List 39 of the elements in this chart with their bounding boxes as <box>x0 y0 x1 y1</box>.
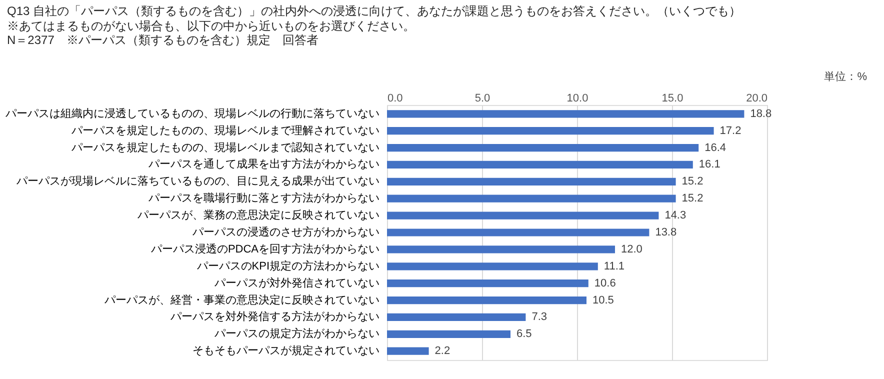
data-label: 14.3 <box>664 210 686 222</box>
data-label: 2.2 <box>434 345 450 358</box>
y-tick-label: パーパスの規定方法がわからない <box>214 327 380 340</box>
y-tick-label: パーパスのKPI規定の方法わからない <box>196 259 380 272</box>
y-tick-label: パーパスは組織内に浸透しているものの、現場レベルの行動に落ちていない <box>4 106 380 120</box>
y-tick-label: パーパスの浸透のさせ方がわからない <box>192 226 380 238</box>
y-tick-label: パーパスを規定したものの、現場レベルまで認知されていない <box>70 140 380 154</box>
data-label: 16.4 <box>704 142 726 154</box>
y-tick-label: パーパスを通して成果を出す方法がわからない <box>148 158 380 171</box>
y-tick-label: パーパスが、業務の意思決定に反映されていない <box>136 208 380 222</box>
x-tick-label: 15.0 <box>662 92 684 104</box>
text: N＝2377 ※パーパス（類するものを含む）規定 回答者 <box>7 33 318 47</box>
data-label: 17.2 <box>720 124 742 137</box>
x-tick-label: 10.0 <box>566 92 588 104</box>
data-label: 15.2 <box>682 176 704 188</box>
data-label: 12.0 <box>621 243 642 256</box>
text: ※あてはまるものがない場合も、以下の中から近いものをお選びください。 <box>7 19 415 33</box>
x-tick-label: 0.0 <box>388 92 403 104</box>
y-tick-label: パーパスが対外発信されていない <box>214 276 380 290</box>
data-label: 11.1 <box>604 260 624 272</box>
data-label: 6.5 <box>516 328 532 340</box>
text: 単位：% <box>824 71 868 83</box>
data-label: 13.8 <box>655 226 677 238</box>
y-tick-label: パーパスを対外発信する方法がわからない <box>170 310 380 324</box>
data-label: 15.2 <box>682 192 704 205</box>
data-label: 16.1 <box>698 158 720 171</box>
x-tick-label: 5.0 <box>474 92 490 104</box>
y-tick-label: パーパスが現場レベルに落ちているものの、目に見える成果が出ていない <box>16 174 380 188</box>
data-label: 18.8 <box>750 108 772 120</box>
data-label: 10.5 <box>592 294 614 306</box>
y-tick-label: パーパスが、経営・事業の意思決定に反映されていない <box>104 293 380 306</box>
y-tick-label: そもそもパーパスが規定されていない <box>192 344 380 358</box>
y-tick-label: パーパス浸透のPDCAを回す方法がわからない <box>150 242 380 256</box>
y-tick-label: パーパスを職場行動に落とす方法がわからない <box>148 192 380 205</box>
chart-title: Q13 自社の「パーパス（類するものを含む）」の社内外への浸透に向けて、あなたが課題と思うものをお答えください。（いくつでも） <box>7 4 742 18</box>
data-label: 10.6 <box>594 277 616 290</box>
y-tick-label: パーパスを規定したものの、現場レベルまで理解されていない <box>70 124 380 137</box>
data-label: 7.3 <box>532 311 547 324</box>
x-tick-label: 20.0 <box>746 92 768 104</box>
